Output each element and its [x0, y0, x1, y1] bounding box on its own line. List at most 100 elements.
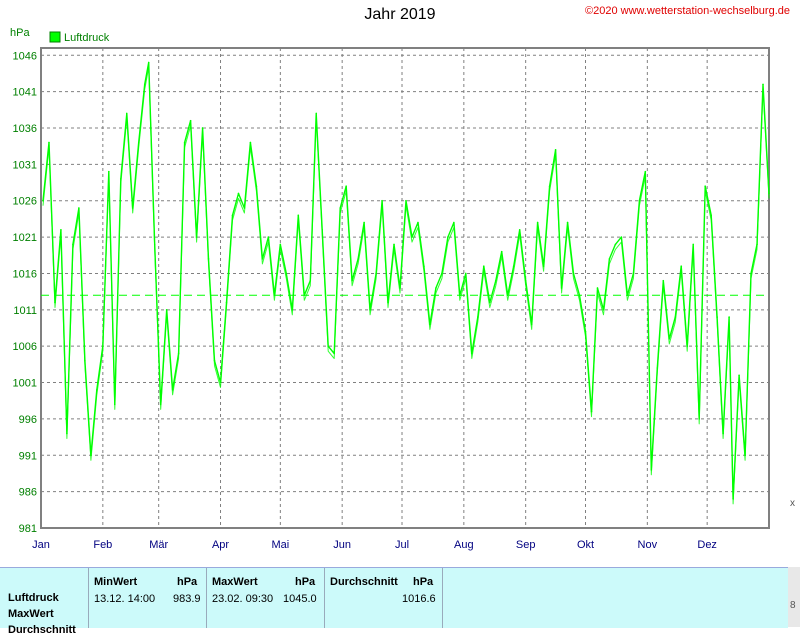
y-tick-label: 1026	[13, 196, 37, 208]
data-point	[345, 185, 347, 187]
data-point	[339, 207, 341, 209]
x-tick-label: Mär	[149, 539, 168, 551]
data-point	[249, 141, 252, 144]
data-point	[590, 410, 593, 413]
data-point	[303, 294, 306, 297]
row-label-luftdruck: Luftdruck	[8, 592, 59, 604]
data-point	[524, 279, 527, 282]
data-point	[72, 243, 74, 246]
x-tick-label: Dez	[697, 539, 717, 551]
legend-label: Luftdruck	[64, 32, 110, 44]
edge-number: 8	[790, 600, 796, 611]
data-point	[177, 352, 180, 355]
data-point	[219, 381, 222, 384]
data-point	[632, 272, 635, 275]
data-point	[66, 432, 68, 435]
data-point	[333, 352, 335, 355]
y-tick-label: 981	[19, 523, 37, 535]
data-point	[237, 192, 240, 195]
data-point	[650, 469, 653, 471]
data-point	[108, 170, 110, 173]
y-axis-unit: hPa	[10, 27, 30, 39]
data-point	[756, 243, 758, 246]
data-point	[584, 330, 587, 333]
data-point	[572, 272, 575, 275]
max-unit: hPa	[295, 576, 316, 588]
data-point	[387, 301, 389, 304]
max-date: 23.02. 09:30	[212, 593, 274, 605]
data-point	[255, 185, 258, 187]
max-value: 1045.0	[283, 593, 317, 605]
data-point	[768, 192, 770, 195]
copyright-text[interactable]: ©2020 www.wetterstation-wechselburg.de	[585, 5, 790, 17]
data-point	[638, 199, 641, 202]
min-value: 983.9	[173, 593, 201, 605]
min-header: MinWert	[94, 576, 138, 588]
y-tick-label: 1031	[13, 159, 37, 171]
data-point	[201, 127, 204, 129]
data-point	[363, 221, 365, 224]
data-point	[560, 287, 563, 289]
data-point	[644, 170, 647, 173]
data-point	[291, 309, 294, 311]
y-tick-label: 1006	[13, 341, 37, 353]
chart-area: 981 986 991 996 1001 1006 1011 1016 1021 1026 1031…	[10, 27, 770, 551]
data-point	[614, 243, 617, 246]
data-point	[131, 207, 134, 209]
data-point	[267, 236, 270, 238]
data-point	[656, 367, 659, 369]
data-point	[309, 279, 312, 282]
data-point	[84, 359, 86, 362]
chart-title: Jahr 2019	[364, 6, 436, 23]
x-tick-label: Sep	[516, 539, 536, 551]
scrollbar-edge	[788, 567, 800, 627]
legend: Luftdruck	[49, 31, 110, 44]
row-label-durchschnitt: Durchschnitt	[8, 624, 76, 636]
data-point	[482, 265, 485, 267]
data-point	[566, 221, 569, 224]
data-point	[704, 185, 706, 187]
data-point	[674, 316, 677, 318]
data-point	[171, 389, 174, 391]
avg-column: Durchschnitt hPa 1016.6	[324, 568, 441, 628]
y-tick-label: 1041	[13, 87, 37, 99]
data-point	[518, 229, 521, 231]
data-point	[602, 309, 605, 311]
max-column: MaxWert hPa 23.02. 09:30 1045.0	[206, 568, 323, 628]
data-point	[548, 185, 551, 187]
data-point	[90, 454, 92, 457]
legend-swatch	[49, 31, 61, 43]
data-point	[48, 141, 50, 144]
data-point	[357, 258, 359, 260]
data-point	[465, 272, 467, 275]
plot-series	[41, 61, 770, 505]
data-point	[279, 243, 282, 246]
y-tick-label: 1036	[13, 123, 37, 135]
x-tick-label: Aug	[454, 539, 474, 551]
data-point	[405, 199, 407, 202]
data-point	[738, 374, 740, 377]
data-point	[369, 309, 371, 311]
y-tick-label: 1001	[13, 378, 37, 390]
data-point	[698, 418, 700, 420]
data-point	[411, 236, 413, 238]
data-point	[321, 229, 324, 231]
x-tick-label: Feb	[93, 539, 112, 551]
data-point	[435, 287, 437, 289]
data-point	[471, 352, 473, 355]
data-point	[60, 229, 62, 231]
data-point	[42, 199, 44, 202]
data-point	[189, 119, 192, 122]
data-point	[429, 323, 431, 326]
max-header: MaxWert	[212, 576, 258, 588]
y-tick-label: 986	[19, 487, 37, 499]
x-tick-label: Jan	[32, 539, 50, 551]
data-point	[716, 316, 718, 318]
x-tick-label: Nov	[638, 539, 658, 551]
data-point	[608, 258, 611, 260]
data-point	[147, 61, 150, 64]
column-divider	[442, 568, 443, 628]
data-point	[381, 199, 383, 202]
data-point	[315, 112, 318, 115]
data-point	[96, 389, 98, 391]
